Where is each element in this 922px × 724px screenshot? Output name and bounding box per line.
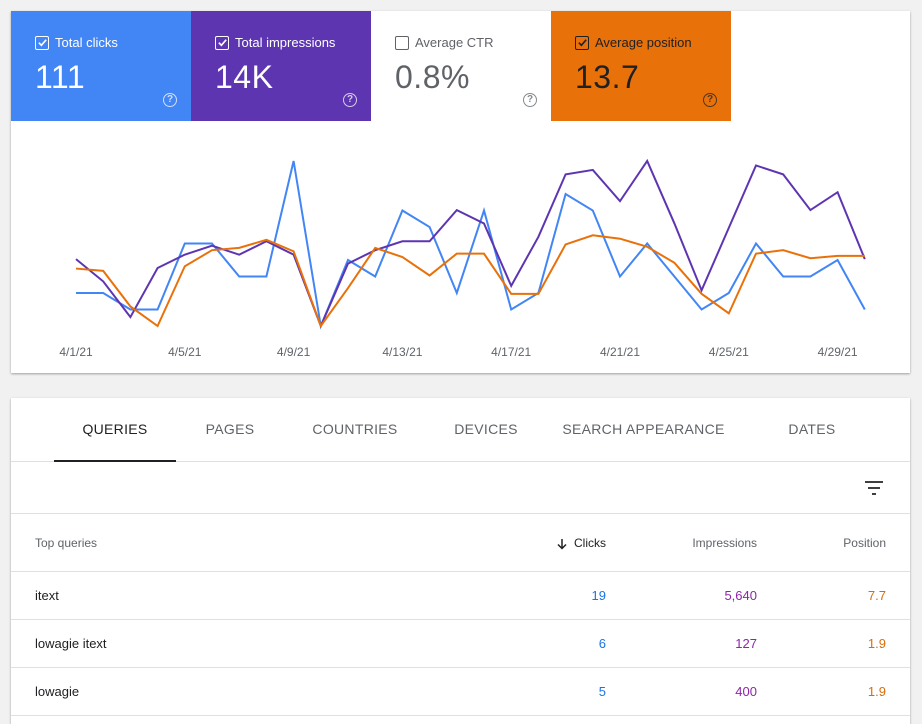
tab-dates[interactable]: DATES [788, 421, 836, 437]
column-header-clicks[interactable]: Clicks [556, 514, 606, 572]
table-row[interactable]: lowagie 5 400 1.9 [11, 668, 910, 716]
metric-value: 0.8% [395, 59, 470, 95]
filter-bar [11, 462, 910, 514]
metric-label: Total impressions [235, 35, 336, 50]
tab-countries[interactable]: COUNTRIES [312, 421, 398, 437]
impressions-cell: 5,640 [724, 588, 757, 603]
filter-icon[interactable] [862, 476, 886, 500]
checkbox-checked-icon[interactable] [35, 35, 49, 50]
impressions-cell: 400 [735, 684, 757, 699]
performance-card: Total clicks 111 ? Total impressions 14K… [11, 11, 910, 373]
position-cell: 1.9 [867, 684, 886, 699]
help-circle-icon[interactable]: ? [523, 93, 537, 107]
clicks-cell: 6 [598, 636, 606, 651]
metric-label: Total clicks [55, 35, 118, 50]
metric-label: Average position [595, 35, 692, 50]
column-header-clicks-label: Clicks [574, 536, 606, 550]
position-cell: 1.9 [867, 636, 886, 651]
x-tick-label: 4/25/21 [709, 345, 749, 359]
column-header-impressions[interactable]: Impressions [692, 536, 757, 550]
table-row[interactable]: lowagie itext 6 127 1.9 [11, 620, 910, 668]
series-line-average-position [75, 234, 865, 329]
metric-average-ctr[interactable]: Average CTR 0.8% ? [371, 11, 551, 121]
checkbox-checked-icon[interactable] [215, 35, 229, 50]
table-row[interactable]: itext 19 5,640 7.7 [11, 572, 910, 620]
clicks-cell: 19 [591, 588, 606, 603]
metric-value: 14K [215, 59, 274, 95]
metric-total-clicks[interactable]: Total clicks 111 ? [11, 11, 191, 121]
help-circle-icon[interactable]: ? [703, 93, 717, 107]
column-header-position[interactable]: Position [843, 536, 886, 550]
query-cell: lowagie itext [35, 636, 107, 651]
table-header: Top queries Clicks Impressions Position [11, 514, 910, 572]
x-tick-label: 4/1/21 [59, 345, 93, 359]
metric-value: 111 [35, 59, 86, 95]
impressions-cell: 127 [735, 636, 757, 651]
arrow-down-icon [557, 538, 567, 550]
performance-line-chart: 4/1/21 4/5/21 4/9/21 4/13/21 4/17/21 4/21/21 4… [59, 158, 866, 359]
column-header-query: Top queries [35, 536, 98, 550]
metric-average-position[interactable]: Average position 13.7 ? [551, 11, 731, 121]
metric-label: Average CTR [415, 35, 494, 50]
checkbox-checked-icon[interactable] [575, 35, 589, 50]
help-circle-icon[interactable]: ? [163, 93, 177, 107]
tab-devices[interactable]: DEVICES [454, 421, 518, 437]
x-tick-label: 4/9/21 [277, 345, 311, 359]
tab-queries[interactable]: QUERIES [54, 398, 176, 462]
metric-value: 13.7 [575, 59, 640, 95]
query-cell: lowagie [35, 684, 80, 699]
checkbox-unchecked-icon[interactable] [395, 35, 409, 50]
series-line-total-impressions [75, 158, 866, 329]
clicks-cell: 5 [598, 684, 606, 699]
dimension-table-card: QUERIES PAGES COUNTRIES DEVICES SEARCH A… [11, 398, 910, 724]
x-tick-label: 4/13/21 [382, 345, 422, 359]
x-tick-label: 4/29/21 [818, 345, 858, 359]
position-cell: 7.7 [867, 588, 886, 603]
query-cell: itext [35, 588, 59, 603]
series-line-total-clicks [76, 160, 866, 330]
tab-search-appearance[interactable]: SEARCH APPEARANCE [562, 421, 725, 437]
x-tick-label: 4/17/21 [491, 345, 531, 359]
dimension-tabs: QUERIES PAGES COUNTRIES DEVICES SEARCH A… [11, 398, 910, 462]
metric-total-impressions[interactable]: Total impressions 14K ? [191, 11, 371, 121]
help-circle-icon[interactable]: ? [343, 93, 357, 107]
tab-pages[interactable]: PAGES [205, 421, 255, 437]
x-tick-label: 4/21/21 [600, 345, 640, 359]
x-tick-label: 4/5/21 [168, 345, 202, 359]
